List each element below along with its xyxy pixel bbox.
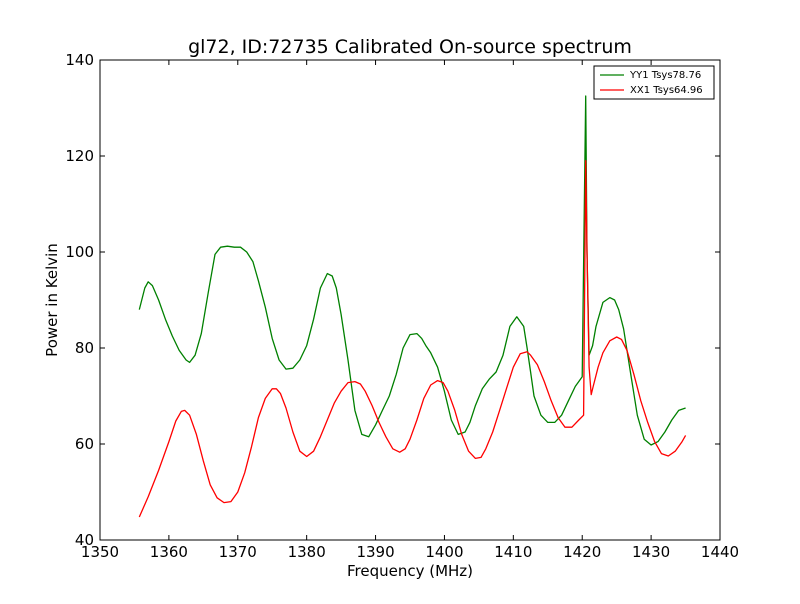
x-tick-label: 1370 — [219, 543, 257, 561]
x-tick-label: 1350 — [81, 543, 119, 561]
x-tick-label: 1430 — [632, 543, 670, 561]
y-tick-label: 60 — [75, 435, 94, 453]
legend-label-yy1: YY1 Tsys78.76 — [629, 70, 701, 81]
x-tick-label: 1410 — [494, 543, 532, 561]
y-tick-label: 140 — [65, 51, 94, 69]
y-tick-label: 80 — [75, 339, 94, 357]
plot-frame — [99, 59, 721, 541]
axis-ticks: 1350 1360 1370 1380 1390 1400 1410 1420 1430 1440… — [65, 51, 739, 561]
y-tick-label: 100 — [65, 243, 94, 261]
x-tick-label: 1440 — [701, 543, 739, 561]
plot-lines — [138, 95, 687, 518]
y-axis-label: Power in Kelvin — [43, 243, 61, 357]
x-axis-label: Frequency (MHz) — [347, 562, 473, 580]
series-line-0 — [138, 95, 686, 446]
legend-label-xx1: XX1 Tsys64.96 — [630, 85, 703, 96]
y-tick-label: 40 — [75, 531, 94, 549]
x-tick-label: 1360 — [150, 543, 188, 561]
series-line-1 — [138, 160, 687, 518]
x-tick-label: 1400 — [425, 543, 463, 561]
legend-box — [593, 65, 715, 100]
chart-title: gl72, ID:72735 Calibrated On-source spec… — [188, 36, 632, 58]
legend: YY1 Tsys78.76 XX1 Tsys64.96 — [593, 65, 715, 100]
x-tick-label: 1380 — [288, 543, 326, 561]
x-tick-label: 1390 — [356, 543, 394, 561]
x-tick-label: 1420 — [563, 543, 601, 561]
y-tick-label: 120 — [65, 147, 94, 165]
